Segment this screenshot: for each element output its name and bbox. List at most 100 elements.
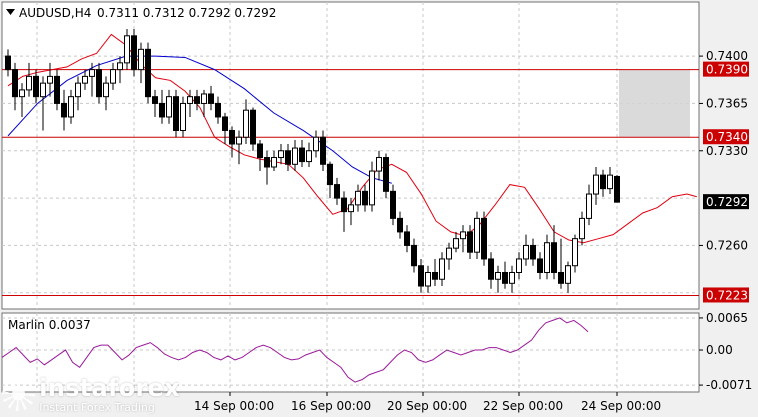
candle-bear <box>411 244 417 267</box>
level-labels: 0.7390 0.7340 0.7223 0.7292 <box>703 61 749 303</box>
candle-bear <box>614 175 620 203</box>
indicator-grid <box>2 313 699 392</box>
x-tick-label: 16 Sep 00:00 <box>291 399 371 413</box>
y-tick-label: 0.7365 <box>706 96 748 110</box>
candle <box>26 62 32 97</box>
candle <box>474 211 480 259</box>
candle <box>117 56 123 84</box>
candle-bear <box>257 143 263 159</box>
candle-bear <box>61 102 67 118</box>
candle <box>411 238 417 273</box>
candle <box>229 126 235 158</box>
candle-bear <box>215 102 221 118</box>
candle <box>33 69 39 104</box>
logo-tagline: Instant Forex Trading <box>39 400 155 414</box>
symbol-menu-triangle-icon[interactable] <box>6 9 15 15</box>
candle <box>40 76 46 131</box>
candle <box>138 42 144 84</box>
candle <box>453 231 459 253</box>
candle <box>306 142 312 167</box>
candle-bear <box>320 136 326 165</box>
candle <box>537 252 543 280</box>
y-tick-label: 0.7260 <box>706 238 748 252</box>
candle <box>614 175 620 203</box>
candle <box>5 49 11 77</box>
candle <box>376 150 382 181</box>
candle-bear <box>383 157 389 192</box>
level-label: 0.7390 <box>706 63 748 77</box>
candle <box>460 225 466 253</box>
candle <box>327 161 333 199</box>
candle <box>54 69 60 111</box>
candle-bull <box>474 217 480 253</box>
current-price-label: 0.7292 <box>706 195 748 209</box>
candle-bull <box>292 147 298 165</box>
candle-bull <box>376 157 382 172</box>
candle-bull <box>607 174 613 190</box>
candle <box>292 139 298 172</box>
candle <box>439 252 445 287</box>
candle-bull <box>509 271 515 284</box>
osc-tick-label: -0.0071 <box>706 378 752 392</box>
candle-bull <box>271 157 277 168</box>
candle <box>257 139 263 172</box>
candle <box>558 238 564 289</box>
candle-bull <box>565 265 571 284</box>
candle <box>334 177 340 205</box>
candle-bull <box>26 75 32 91</box>
candle <box>299 139 305 167</box>
candle <box>348 198 354 226</box>
candle <box>180 96 186 138</box>
candle <box>355 184 361 212</box>
x-tick-label: 20 Sep 00:00 <box>387 399 467 413</box>
candle-bear <box>131 35 137 71</box>
candle <box>397 211 403 239</box>
candle <box>383 153 389 199</box>
candle-bull <box>544 242 550 273</box>
indicator-label: Marlin 0.0037 <box>8 318 91 332</box>
candle-bear <box>299 147 305 163</box>
candle-bull <box>278 150 284 159</box>
candle-bull <box>110 69 116 84</box>
candle-bear <box>502 271 508 284</box>
candle-bear <box>404 231 410 246</box>
y-tick-label: 0.7330 <box>706 144 748 158</box>
candle <box>530 238 536 266</box>
candle-bear <box>285 150 291 165</box>
level-label-box <box>703 287 749 303</box>
candle <box>201 89 207 117</box>
osc-tick-label: 0.0065 <box>706 311 748 325</box>
logo-text: instaforex Instant Forex Trading <box>39 376 180 413</box>
candle <box>124 29 130 70</box>
candle <box>446 242 452 270</box>
candle <box>516 252 522 280</box>
candle-bull <box>523 244 529 260</box>
candle <box>544 234 550 280</box>
candle-bear <box>152 96 158 104</box>
candle <box>236 130 242 165</box>
ma-slow-line <box>7 55 392 184</box>
level-label-box <box>703 129 749 145</box>
candle-bull <box>243 109 249 138</box>
candle-bear <box>208 93 214 104</box>
candle <box>61 89 67 131</box>
candle <box>166 89 172 124</box>
candle <box>131 29 137 77</box>
candle-bull <box>82 75 88 84</box>
candle <box>502 261 508 289</box>
candle-bull <box>572 238 578 267</box>
candle <box>278 144 284 165</box>
candle <box>313 130 319 158</box>
osc-tick-label: 0.00 <box>706 343 733 357</box>
candle-bull <box>369 170 375 206</box>
candle-bull <box>439 258 445 280</box>
x-tick-label: 24 Sep 00:00 <box>581 399 661 413</box>
candle <box>607 166 613 195</box>
symbol-timeframe: AUDUSD,H4 <box>19 6 91 20</box>
candle <box>586 184 592 226</box>
candle <box>425 265 431 293</box>
candle-bear <box>362 190 368 206</box>
candle-bear <box>264 157 270 168</box>
candle <box>341 191 347 232</box>
x-tick-label: 22 Sep 00:00 <box>483 399 563 413</box>
